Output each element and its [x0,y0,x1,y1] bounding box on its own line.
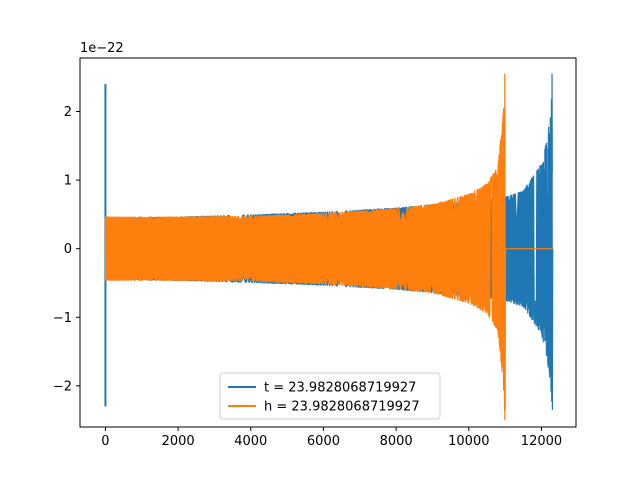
axes-frame [79,57,577,428]
series-line-1 [104,73,553,421]
x-tick-label-6: 12000 [521,434,562,449]
x-tick-label-5: 10000 [448,434,489,449]
x-tick-label-4: 8000 [380,434,413,449]
y-tick-label-4: 2 [64,105,72,120]
y-tick-label-1: −1 [53,311,72,326]
y-tick-label-3: 1 [64,174,72,189]
legend-label-1: h = 23.9828068719927 [264,400,420,415]
y-tick-label-2: 0 [64,242,72,257]
x-tick-label-0: 0 [101,434,109,449]
legend-box [219,372,441,420]
x-tick-label-3: 6000 [307,434,340,449]
legend-label-0: t = 23.9828068719927 [264,381,416,396]
y-scale-label: 1e−22 [80,41,124,56]
legend: t = 23.9828068719927 h = 23.9828068719927 [219,372,441,420]
axes: 0 2000 4000 6000 8000 10000 12000 −2 −1 0 1 2 [53,57,577,449]
x-tick-label-2: 4000 [234,434,267,449]
y-tick-label-0: −2 [53,379,72,394]
x-tick-label-1: 2000 [162,434,195,449]
series-1 [104,73,553,421]
plot-area [104,73,554,421]
